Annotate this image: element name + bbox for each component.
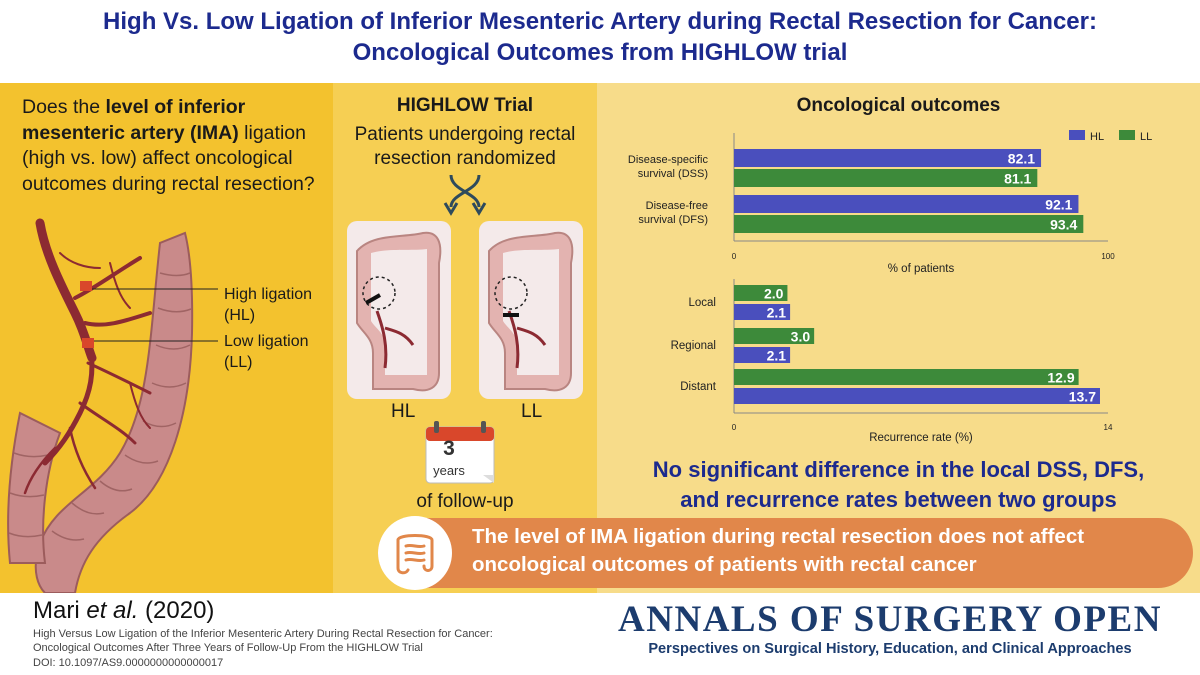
- low-ligation-marker: [82, 338, 94, 348]
- chart1-value-label: 93.4: [1050, 217, 1077, 233]
- legend-swatch-ll: [1119, 130, 1135, 140]
- intestine-icon-graphic: [396, 534, 434, 575]
- followup-years-unit: years: [433, 463, 465, 478]
- intestine-icon: [378, 516, 452, 590]
- chart2-value-label: 2.0: [764, 286, 784, 302]
- chart1-tick-label: 0: [732, 252, 737, 261]
- ll-arm-label: LL: [521, 401, 543, 422]
- chart2-bar-ll: [734, 328, 815, 344]
- chart1-tick-label: 100: [1101, 252, 1115, 261]
- outcomes-title: Oncological outcomes: [796, 95, 1001, 116]
- hl-colon-card: [347, 221, 451, 399]
- colon-anatomy-illustration: [7, 218, 218, 593]
- chart2-bar-ll: [734, 369, 1079, 385]
- hl-arm-label: HL: [391, 401, 416, 422]
- chart2-category-label: Distant: [680, 381, 717, 393]
- legend-label-ll: LL: [1140, 131, 1152, 143]
- journal-logo: ANNALS OF SURGERY OPEN: [618, 599, 1162, 640]
- chart2-value-label: 2.1: [767, 348, 787, 364]
- followup-years-number: 3: [443, 437, 455, 460]
- journal-tagline: Perspectives on Surgical History, Educat…: [648, 641, 1132, 657]
- outcomes-charts: HL LL Disease-specific survival (DSS) 82.1 81…: [628, 130, 1152, 444]
- question-emphasis: level of inferior mesenteric artery (IMA…: [22, 96, 246, 144]
- chart2-bar-hl: [734, 347, 791, 363]
- chart2-value-label: 2.1: [767, 305, 787, 321]
- trial-panel: HIGHLOW Trial Patients undergoing rectal…: [333, 83, 597, 593]
- chart2-category-label: Regional: [671, 340, 716, 352]
- chart2-bar-hl: [734, 388, 1100, 404]
- chart1-bar-hl: [734, 195, 1079, 213]
- chart1-value-label: 82.1: [1008, 151, 1035, 167]
- citation-doi: DOI: 10.1097/AS9.0000000000000017: [33, 657, 224, 669]
- calendar-icon: [425, 421, 495, 484]
- chart1-category-label: Disease-free: [646, 200, 708, 212]
- study-question: Does the level of inferior mesenteric ar…: [22, 96, 315, 195]
- title-line-1: High Vs. Low Ligation of Inferior Mesent…: [103, 8, 1097, 35]
- high-ligation-label: High ligation (HL): [224, 286, 313, 324]
- legend-label-hl: HL: [1090, 131, 1104, 143]
- chart1-category-label: survival (DSS): [638, 168, 708, 180]
- chart2-value-label: 12.9: [1047, 370, 1074, 386]
- ll-colon-card: [479, 221, 583, 399]
- citation-authors: Mari et al. (2020): [33, 597, 215, 624]
- chart1-category-label: Disease-specific: [628, 154, 709, 166]
- trial-description: Patients undergoing rectal resection ran…: [354, 124, 576, 169]
- chart1-bar-ll: [734, 169, 1038, 187]
- chart1-value-label: 92.1: [1045, 197, 1072, 213]
- trial-title: HIGHLOW Trial: [396, 95, 534, 116]
- chart2-bar-ll: [734, 285, 788, 301]
- citation-title: High Versus Low Ligation of the Inferior…: [33, 628, 493, 654]
- conclusion-text: The level of IMA ligation during rectal …: [472, 525, 1085, 576]
- outcomes-panel: Oncological outcomes HL LL Disease-specifi…: [597, 83, 1200, 593]
- conclusion-banner: [378, 518, 1193, 588]
- low-ligation-label: Low ligation (LL): [224, 333, 309, 371]
- infographic-title: High Vs. Low Ligation of Inferior Mesent…: [0, 6, 1200, 68]
- chart1-category-label: survival (DFS): [638, 214, 708, 226]
- chart2-tick-label: 14: [1104, 423, 1113, 432]
- results-summary: No significant difference in the local D…: [652, 457, 1145, 512]
- chart2-value-label: 3.0: [791, 329, 811, 345]
- chart2-bar-hl: [734, 304, 791, 320]
- randomize-icon: [443, 174, 487, 216]
- chart1-x-axis-label: % of patients: [888, 263, 955, 275]
- chart1-bar-ll: [734, 215, 1084, 233]
- title-line-2: Oncological Outcomes from HIGHLOW trial: [352, 39, 848, 66]
- chart2-category-label: Local: [689, 297, 717, 309]
- colon-left-segment: [7, 411, 62, 564]
- followup-text: of follow-up: [416, 491, 514, 512]
- high-ligation-marker: [80, 281, 92, 291]
- chart1-value-label: 81.1: [1004, 171, 1031, 187]
- chart2-tick-label: 0: [732, 423, 737, 432]
- question-panel: Does the level of inferior mesenteric ar…: [0, 83, 333, 593]
- chart2-value-label: 13.7: [1069, 389, 1096, 405]
- legend-swatch-hl: [1069, 130, 1085, 140]
- trial-illustrations: [347, 174, 583, 484]
- chart1-bar-hl: [734, 149, 1042, 167]
- chart2-x-axis-label: Recurrence rate (%): [869, 432, 973, 444]
